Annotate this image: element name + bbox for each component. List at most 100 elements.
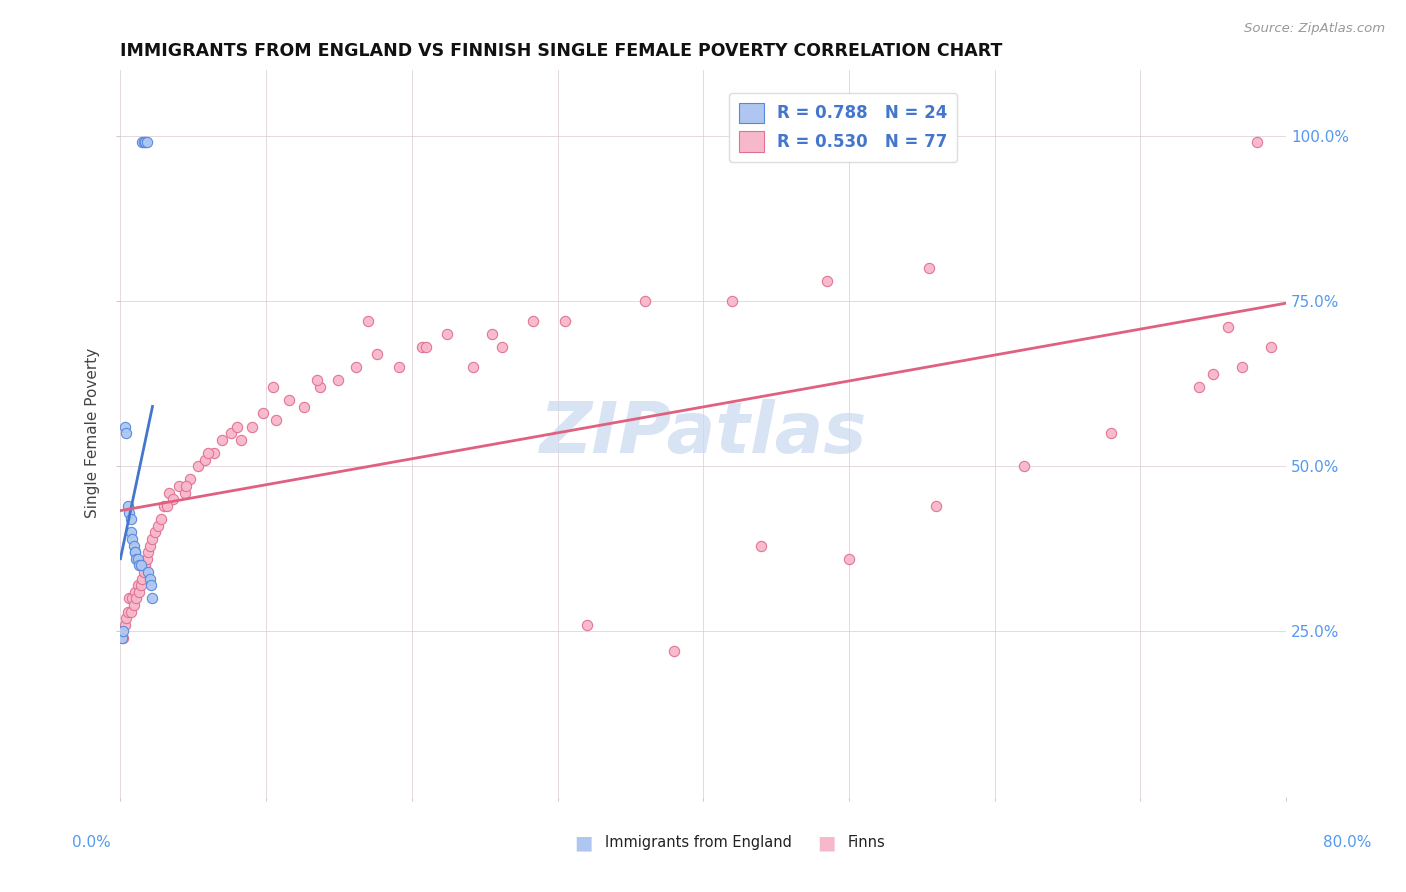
Point — [141, 591, 163, 606]
Point — [136, 545, 159, 559]
Point — [240, 419, 263, 434]
Point — [179, 473, 201, 487]
Point — [120, 512, 142, 526]
Point — [128, 584, 150, 599]
Point — [117, 499, 139, 513]
Text: ZIPatlas: ZIPatlas — [540, 399, 868, 467]
Point — [326, 373, 349, 387]
Point — [112, 624, 135, 639]
Point — [156, 499, 179, 513]
Legend: R = 0.788   N = 24, R = 0.530   N = 77: R = 0.788 N = 24, R = 0.530 N = 77 — [728, 93, 957, 161]
Text: ■: ■ — [817, 833, 837, 853]
Point — [153, 499, 176, 513]
Point — [124, 584, 146, 599]
Point — [112, 631, 135, 645]
Point — [1246, 136, 1268, 150]
Point — [262, 380, 284, 394]
Point — [366, 347, 388, 361]
Point — [634, 293, 657, 308]
Point — [132, 136, 155, 150]
Point — [127, 551, 149, 566]
Point — [461, 360, 484, 375]
Point — [114, 419, 136, 434]
Point — [662, 644, 685, 658]
Point — [114, 618, 136, 632]
Point — [132, 565, 155, 579]
Point — [815, 274, 838, 288]
Point — [1187, 380, 1209, 394]
Point — [118, 591, 141, 606]
Text: ■: ■ — [574, 833, 593, 853]
Point — [481, 326, 503, 341]
Point — [174, 479, 197, 493]
Point — [346, 360, 368, 375]
Text: Finns: Finns — [848, 836, 886, 850]
Point — [411, 340, 433, 354]
Point — [115, 426, 138, 441]
Point — [167, 479, 190, 493]
Point — [226, 419, 249, 434]
Point — [135, 136, 157, 150]
Point — [575, 618, 598, 632]
Point — [120, 525, 142, 540]
Point — [134, 136, 156, 150]
Point — [278, 393, 301, 408]
Point — [131, 136, 153, 150]
Point — [127, 578, 149, 592]
Point — [211, 433, 233, 447]
Point — [115, 611, 138, 625]
Point — [838, 551, 860, 566]
Point — [121, 591, 143, 606]
Point — [202, 446, 225, 460]
Point — [162, 492, 184, 507]
Point — [136, 565, 159, 579]
Point — [388, 360, 411, 375]
Point — [554, 314, 576, 328]
Point — [522, 314, 544, 328]
Point — [918, 260, 941, 275]
Point — [157, 485, 180, 500]
Point — [145, 525, 167, 540]
Point — [131, 572, 153, 586]
Text: Immigrants from England: Immigrants from England — [605, 836, 792, 850]
Point — [118, 506, 141, 520]
Point — [925, 499, 948, 513]
Point — [357, 314, 380, 328]
Point — [491, 340, 513, 354]
Point — [1232, 360, 1254, 375]
Point — [751, 539, 773, 553]
Point — [111, 631, 134, 645]
Point — [194, 452, 217, 467]
Text: Source: ZipAtlas.com: Source: ZipAtlas.com — [1244, 22, 1385, 36]
Point — [1012, 459, 1035, 474]
Point — [117, 605, 139, 619]
Point — [219, 426, 242, 441]
Text: IMMIGRANTS FROM ENGLAND VS FINNISH SINGLE FEMALE POVERTY CORRELATION CHART: IMMIGRANTS FROM ENGLAND VS FINNISH SINGL… — [121, 42, 1002, 60]
Point — [148, 518, 170, 533]
Point — [125, 551, 148, 566]
Point — [266, 413, 288, 427]
Point — [1216, 320, 1239, 334]
Point — [122, 539, 145, 553]
Point — [129, 558, 152, 573]
Point — [141, 532, 163, 546]
Point — [124, 545, 146, 559]
Point — [309, 380, 332, 394]
Point — [187, 459, 209, 474]
Point — [307, 373, 329, 387]
Point — [138, 572, 160, 586]
Point — [292, 400, 315, 414]
Point — [138, 539, 160, 553]
Point — [121, 532, 143, 546]
Point — [415, 340, 437, 354]
Point — [139, 578, 162, 592]
Point — [173, 485, 195, 500]
Point — [252, 406, 274, 420]
Text: 0.0%: 0.0% — [72, 836, 111, 850]
Point — [122, 598, 145, 612]
Point — [129, 578, 152, 592]
Point — [197, 446, 219, 460]
Point — [721, 293, 744, 308]
Point — [1202, 367, 1225, 381]
Point — [124, 545, 146, 559]
